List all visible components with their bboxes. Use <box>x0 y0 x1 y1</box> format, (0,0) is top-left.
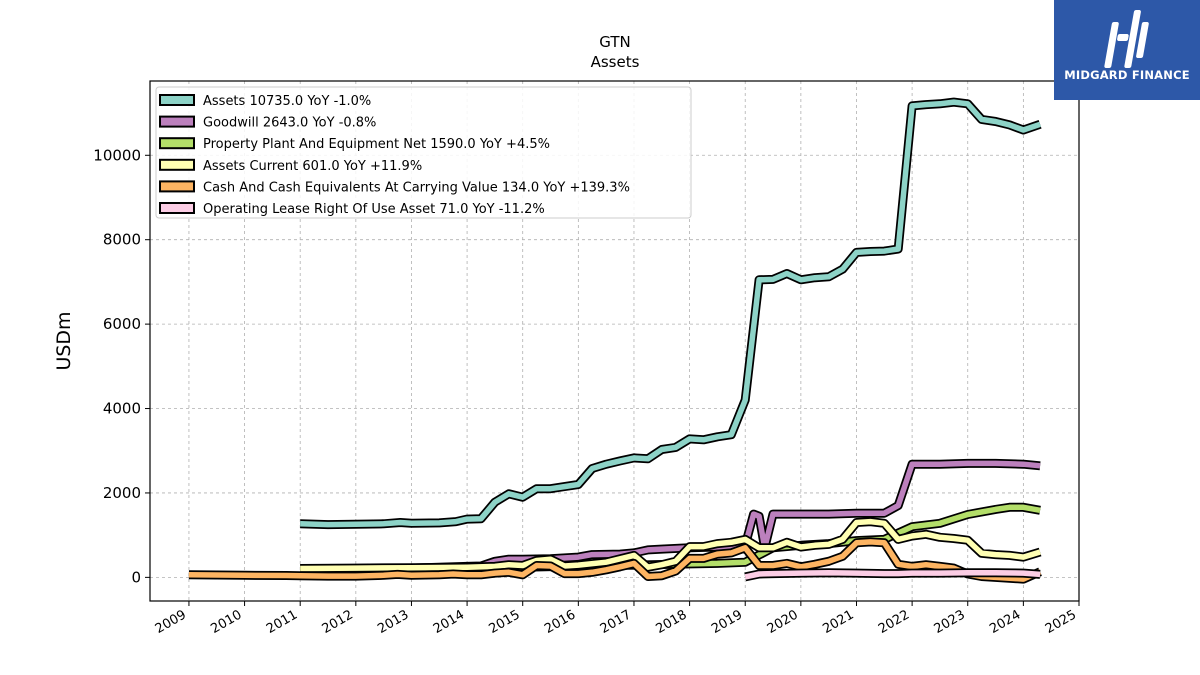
legend-label: Goodwill 2643.0 YoY -0.8% <box>203 116 376 131</box>
logo-text: MIDGARD FINANCE <box>1064 68 1190 82</box>
legend-label: Operating Lease Right Of Use Asset 71.0 … <box>203 202 545 217</box>
x-tick-label: 2024 <box>987 607 1023 637</box>
series-lines <box>188 97 1042 584</box>
y-axis-ticks: 0 2000 4000 6000 8000 10000 <box>93 146 150 586</box>
legend-swatch <box>159 115 195 128</box>
y-tick-label: 2000 <box>103 484 141 502</box>
legend-label: Assets 10735.0 YoY -1.0% <box>203 94 371 109</box>
legend-swatch <box>159 180 195 193</box>
y-tick-label: 4000 <box>103 400 141 418</box>
x-tick-label: 2016 <box>542 607 578 637</box>
plot-area <box>149 80 1080 602</box>
x-tick-label: 2009 <box>153 607 189 637</box>
x-tick-label: 2021 <box>820 607 856 637</box>
x-tick-label: 2017 <box>598 607 634 637</box>
x-tick-label: 2014 <box>431 607 467 637</box>
x-tick-label: 2015 <box>487 607 523 637</box>
logo-mark-icon <box>1104 10 1149 68</box>
legend-label: Assets Current 601.0 YoY +11.9% <box>203 159 422 174</box>
legend-swatch <box>159 137 195 150</box>
legend-swatch <box>159 158 195 171</box>
legend-items: Assets 10735.0 YoY -1.0% Goodwill 2643.0 … <box>159 94 630 217</box>
legend: Assets 10735.0 YoY -1.0% Goodwill 2643.0 … <box>155 86 692 219</box>
y-tick-label: 10000 <box>93 146 141 164</box>
y-axis-label: USDm <box>53 311 75 370</box>
x-tick-label: 2018 <box>653 607 689 637</box>
x-tick-label: 2010 <box>208 607 244 637</box>
x-tick-label: 2013 <box>375 607 411 637</box>
chart-subtitle: Assets <box>591 53 640 71</box>
series-line-0 <box>300 99 1041 528</box>
legend-swatch <box>159 94 195 106</box>
series-line-5 <box>744 569 1041 580</box>
legend-label: Cash And Cash Equivalents At Carrying Va… <box>203 180 630 195</box>
legend-swatch <box>159 202 195 214</box>
brand-logo: MIDGARD FINANCE <box>1054 0 1200 100</box>
x-axis-ticks: 2009 2010 2011 2012 2013 2014 2015 2016 2017 2018… <box>153 601 1080 637</box>
x-tick-label: 2020 <box>765 607 801 637</box>
series-line-4 <box>188 539 1042 582</box>
series-line-3 <box>300 518 1041 572</box>
y-tick-label: 6000 <box>103 315 141 333</box>
legend-frame <box>155 86 692 219</box>
x-tick-label: 2011 <box>264 607 300 637</box>
x-tick-label: 2025 <box>1043 607 1079 637</box>
x-tick-label: 2012 <box>320 607 356 637</box>
legend-label: Property Plant And Equipment Net 1590.0 … <box>203 137 550 152</box>
x-tick-label: 2019 <box>709 607 745 637</box>
y-tick-label: 0 <box>131 568 141 586</box>
x-tick-label: 2022 <box>876 607 912 637</box>
y-tick-label: 8000 <box>103 231 141 249</box>
chart-title: GTN <box>599 33 630 51</box>
x-tick-label: 2023 <box>932 607 968 637</box>
